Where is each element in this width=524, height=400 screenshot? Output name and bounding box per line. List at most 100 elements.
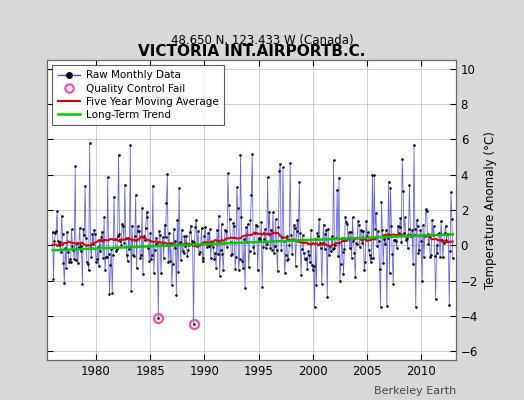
Point <box>375 266 384 272</box>
Point <box>58 231 67 238</box>
Point <box>362 218 370 225</box>
Point <box>300 250 308 256</box>
Point <box>299 232 307 238</box>
Point <box>280 238 288 244</box>
Point <box>434 230 443 237</box>
Point <box>411 304 420 310</box>
Point <box>409 261 417 268</box>
Point <box>78 243 86 249</box>
Point <box>421 232 429 239</box>
Point <box>270 250 278 257</box>
Point <box>420 254 428 260</box>
Point <box>198 225 206 231</box>
Point <box>286 160 294 166</box>
Point <box>296 230 304 236</box>
Point <box>274 268 282 274</box>
Point <box>436 254 444 260</box>
Point <box>104 250 113 257</box>
Point <box>429 232 437 238</box>
Point <box>445 302 453 308</box>
Point <box>438 237 446 244</box>
Point <box>88 231 96 237</box>
Point <box>276 160 285 167</box>
Point <box>370 172 378 178</box>
Point <box>68 243 77 250</box>
Point <box>334 253 342 259</box>
Point <box>447 189 455 196</box>
Point <box>86 245 95 252</box>
Point <box>225 202 233 208</box>
Point <box>97 234 105 240</box>
Point <box>320 246 329 252</box>
Point <box>242 224 250 230</box>
Point <box>349 237 357 244</box>
Point <box>315 216 323 222</box>
Point <box>90 227 99 233</box>
Point <box>209 244 217 251</box>
Point <box>323 294 331 300</box>
Point <box>441 230 449 236</box>
Point <box>408 227 417 233</box>
Point <box>265 208 274 215</box>
Point <box>371 225 379 232</box>
Point <box>99 254 107 261</box>
Point <box>292 228 301 235</box>
Point <box>59 260 68 266</box>
Point <box>135 228 144 234</box>
Point <box>78 280 86 287</box>
Point <box>319 240 327 246</box>
Point <box>218 251 226 257</box>
Point <box>374 228 382 234</box>
Point <box>267 227 276 233</box>
Point <box>234 205 242 212</box>
Point <box>50 238 59 244</box>
Point <box>351 274 359 280</box>
Point <box>143 213 151 220</box>
Point <box>229 219 237 226</box>
Point <box>316 245 325 252</box>
Point <box>130 232 139 239</box>
Point <box>406 232 414 238</box>
Point <box>201 224 210 230</box>
Point <box>176 238 184 245</box>
Point <box>96 248 105 254</box>
Point <box>132 192 140 198</box>
Point <box>123 252 131 258</box>
Point <box>103 254 111 260</box>
Point <box>212 265 220 271</box>
Point <box>357 227 366 234</box>
Point <box>107 245 115 252</box>
Point <box>155 228 163 234</box>
Point <box>193 243 201 249</box>
Point <box>172 292 181 299</box>
Point <box>100 214 108 220</box>
Point <box>375 238 383 245</box>
Point <box>102 254 110 260</box>
Point <box>310 263 318 269</box>
Point <box>350 249 358 256</box>
Point <box>195 250 203 257</box>
Point <box>302 255 311 261</box>
Point <box>359 228 367 234</box>
Point <box>369 255 377 261</box>
Point <box>253 223 261 229</box>
Point <box>264 174 272 181</box>
Point <box>356 227 365 233</box>
Point <box>170 245 179 252</box>
Point <box>428 217 436 224</box>
Point <box>330 157 338 163</box>
Point <box>244 264 253 270</box>
Point <box>83 259 91 265</box>
Point <box>387 222 396 229</box>
Point <box>130 253 138 260</box>
Point <box>81 182 89 189</box>
Point <box>255 235 264 242</box>
Point <box>180 232 189 239</box>
Point <box>268 246 276 253</box>
Point <box>108 290 116 296</box>
Y-axis label: Temperature Anomaly (°C): Temperature Anomaly (°C) <box>484 131 497 289</box>
Point <box>398 156 407 162</box>
Point <box>138 205 146 211</box>
Point <box>419 222 427 228</box>
Point <box>213 227 221 234</box>
